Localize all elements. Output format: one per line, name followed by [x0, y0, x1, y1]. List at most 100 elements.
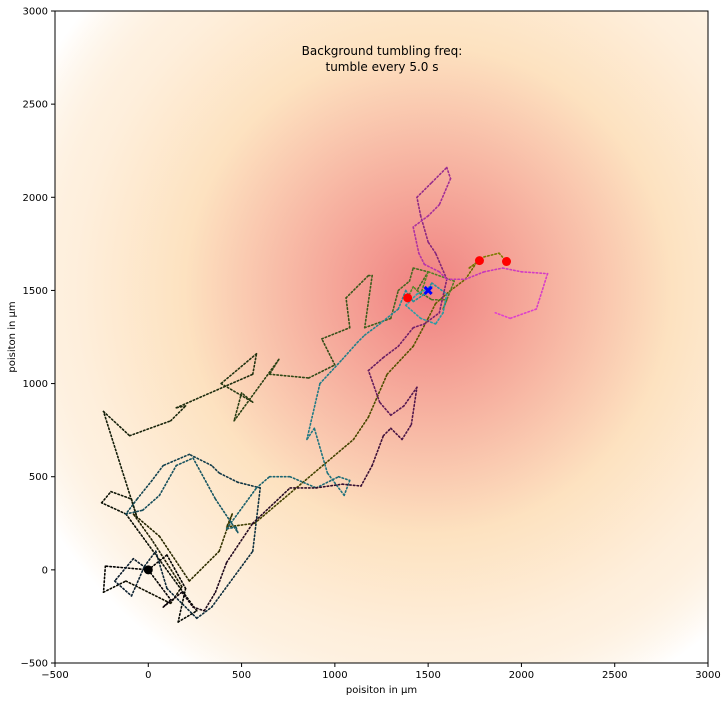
annotation-line-1: Background tumbling freq: — [302, 44, 463, 58]
trajectory-segment — [356, 334, 366, 344]
trajectory-segment — [408, 267, 415, 282]
trajectory-segment — [427, 203, 441, 217]
x-axis-label: poisiton in µm — [346, 685, 417, 696]
trajectory-segment — [404, 304, 422, 320]
trajectory-segment — [363, 274, 373, 329]
trajectory-segment — [306, 427, 316, 441]
trajectory-segment — [412, 226, 420, 254]
trajectory-segment — [100, 501, 127, 515]
y-tick-label: −500 — [21, 659, 48, 670]
trajectory-segment — [255, 475, 271, 489]
trajectory-segment — [401, 423, 413, 441]
trajectory-segment — [483, 252, 500, 258]
trajectory-segment — [412, 267, 429, 273]
trajectory-segment — [352, 416, 370, 441]
trajectory-segment — [113, 580, 133, 597]
trajectory-segment — [175, 373, 254, 409]
trajectory-segment — [158, 583, 172, 601]
trajectory-segment — [240, 392, 254, 404]
trajectory-segment — [412, 293, 426, 303]
trajectory-segment — [102, 410, 138, 519]
trajectory-segment — [102, 580, 127, 594]
trajectory-segment — [378, 308, 400, 325]
x-tick-label: 1500 — [415, 670, 440, 681]
trajectory-segment — [289, 475, 318, 489]
y-tick-label: 0 — [42, 565, 48, 576]
trajectory-segment — [132, 513, 153, 541]
trajectory-segment — [177, 587, 187, 623]
trajectory-segment — [390, 427, 403, 441]
trajectory-segment — [253, 438, 355, 525]
trajectory-segment — [233, 358, 280, 422]
trajectory-segment — [442, 293, 448, 314]
trajectory-segment — [225, 522, 254, 564]
trajectory-segment — [166, 587, 198, 620]
trajectory-segment — [427, 302, 437, 320]
start-point — [143, 565, 153, 575]
trajectory-segment — [151, 539, 183, 588]
x-axis: −500 0 500 1000 1500 2000 2500 3000 — [41, 663, 721, 681]
trajectory-segment — [307, 364, 336, 379]
trajectory-segment — [419, 270, 429, 295]
trajectory-segment — [125, 513, 198, 612]
plot-frame — [54, 10, 709, 664]
trajectory-segment — [315, 483, 344, 489]
y-tick-label: 2000 — [23, 193, 48, 204]
trajectory-segment — [233, 392, 243, 422]
plot-background — [55, 11, 708, 663]
trajectory-segment — [166, 554, 187, 590]
trajectory-segment — [225, 487, 258, 530]
trajectory-segment — [438, 278, 448, 314]
y-tick-label: 500 — [29, 472, 48, 483]
trajectory-segment — [509, 308, 538, 320]
trajectory-segment — [225, 526, 237, 530]
end-point — [474, 256, 484, 266]
trajectory-segment — [162, 453, 191, 467]
trajectory-2 — [100, 267, 456, 623]
trajectory-segment — [235, 526, 239, 534]
trajectory-segment — [306, 382, 321, 441]
x-tick-label: 1000 — [322, 670, 347, 681]
trajectory-segment — [181, 591, 194, 608]
trajectory-segment — [128, 420, 172, 437]
trajectory-segment — [434, 311, 444, 325]
trajectory-segment — [203, 591, 217, 612]
trajectory-segment — [412, 215, 429, 228]
trajectory-segment — [434, 289, 452, 305]
x-tick-label: 2000 — [509, 670, 534, 681]
trajectory-segment — [102, 410, 131, 437]
trajectory-segment — [416, 196, 422, 217]
trajectory-segment — [438, 177, 452, 206]
trajectory-segment — [341, 483, 362, 487]
trajectory-segment — [423, 263, 441, 273]
trajectory-segment — [320, 326, 351, 340]
end-point — [403, 293, 413, 303]
x-tick-label: 3000 — [695, 670, 720, 681]
trajectory-segment — [438, 270, 448, 281]
markers — [143, 256, 512, 575]
trajectory-segment — [397, 289, 407, 310]
trajectory-segment — [151, 464, 165, 482]
trajectory-segment — [143, 550, 157, 567]
trajectory-segment — [386, 345, 415, 376]
trajectory-1 — [102, 252, 508, 605]
trajectory-segment — [125, 580, 172, 605]
trajectory-segment — [251, 352, 258, 376]
trajectory-segment — [169, 405, 187, 422]
y-tick-label: 1000 — [23, 379, 48, 390]
trajectory-segment — [100, 490, 112, 504]
trajectory-segment — [102, 565, 107, 594]
trajectory-segment — [141, 494, 161, 512]
trajectory-segment — [195, 606, 213, 620]
y-tick-label: 2500 — [23, 100, 48, 111]
trajectory-segment — [427, 241, 437, 254]
trajectory-segment — [367, 356, 385, 372]
trajectory-segment — [188, 550, 220, 582]
trajectory-segment — [220, 382, 254, 404]
trajectory-segment — [363, 323, 381, 336]
trajectory-segment — [431, 166, 448, 184]
trajectory-segment — [110, 490, 133, 500]
trajectory-segment — [360, 464, 373, 487]
trajectory-segment — [192, 457, 217, 500]
